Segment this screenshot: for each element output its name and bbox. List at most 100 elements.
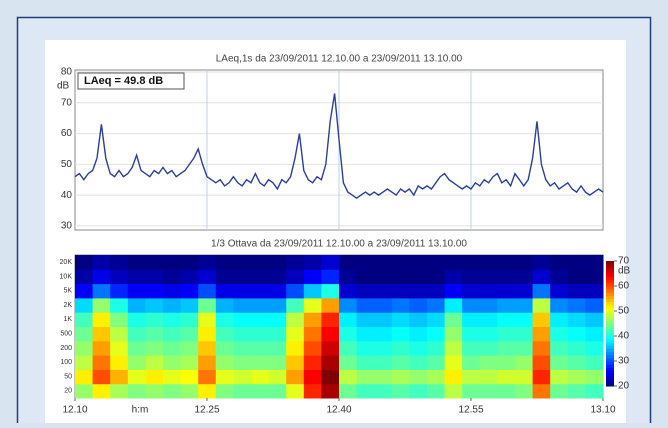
heatmap-cell [233,255,252,270]
x-tick-label: 12.55 [458,405,483,416]
heatmap-cell [198,255,217,270]
heatmap-cell [145,369,164,385]
heatmap-cell [515,312,534,327]
heatmap-cell [321,269,340,285]
heatmap-cell [585,312,604,327]
colorbar-swatch [606,339,614,343]
heatmap-cell [180,312,199,327]
heatmap-cell [567,369,586,385]
y-tick-label: 2K [63,302,72,309]
heatmap-cell [479,355,498,370]
heatmap-cell [356,369,375,385]
line-grid [74,70,604,230]
line [74,93,604,200]
y-tick-label: 100 [60,359,72,366]
heatmap-cell [409,340,428,356]
heatmap-cell [339,255,358,270]
colorbar-swatch [606,357,614,362]
heatmap-cell [462,297,481,313]
heatmap-cell [567,340,586,356]
heatmap-cell [180,255,199,270]
heatmap-cell [444,312,463,327]
heatmap-cell [163,340,182,356]
heatmap-cell [268,269,287,285]
heatmap-cell [462,340,481,356]
heatmap-cell [180,297,199,313]
heatmap-cell [127,340,146,356]
y-tick-label: 30 [61,221,73,232]
colorbar-swatch [606,329,614,334]
heatmap-cell [215,255,234,270]
heatmap-cell [251,355,270,370]
y-tick-label: 50 [61,159,73,170]
heatmap-cell [567,283,586,299]
colorbar-tick-label: 30 [618,356,630,367]
heatmap-cell [110,369,129,385]
heatmap-cell [286,355,305,370]
heatmap-cell [286,283,305,299]
heatmap-cell [515,340,534,356]
heatmap-cell [215,369,234,385]
heatmap-cell [585,297,604,313]
heatmap-cell [286,383,305,399]
colorbar-swatch [606,361,614,365]
heatmap-cell [198,283,217,299]
heatmap-cell [462,312,481,327]
heatmap-cell [427,283,446,299]
colorbar-swatch [606,373,614,378]
heatmap-cell [391,269,410,285]
colorbar-swatch [606,354,614,359]
colorbar-swatch [606,323,614,328]
heatmap-cell [110,355,129,370]
y-tick-label: 5K [63,288,72,295]
heatmap-cell [532,255,551,270]
heatmap-cell [374,340,393,356]
heatmap-cell [127,269,146,285]
heatmap-cell [409,369,428,385]
y-tick-label: 500 [60,330,72,337]
heatmap-cell [427,383,446,399]
heatmap-cell [356,326,375,342]
heatmap-cell [585,355,604,370]
heatmap-cell [497,255,516,270]
heatmap-cell [268,369,287,385]
heatmap-cell [286,255,305,270]
heatmap-cell [409,269,428,285]
heatmap-cell [251,340,270,356]
heatmap-cell [268,255,287,270]
heatmap-cell [567,355,586,370]
colorbar-tick-label: 40 [618,331,630,342]
colorbar-swatch [606,345,614,349]
heatmap-cell [462,255,481,270]
heatmap-cell [110,326,129,342]
colorbar-tick-label: 20 [618,381,630,392]
colorbar-swatch [606,282,614,287]
heatmap-cell [215,297,234,313]
heatmap-cell [427,340,446,356]
x-label: h:m [132,405,149,416]
heatmap-cell [497,369,516,385]
heatmap-cell [215,312,234,327]
colorbar-swatch [606,307,614,312]
x-tick-label: 12.40 [326,405,351,416]
colorbar-swatch [606,279,614,284]
heatmap-cell [391,383,410,399]
heatmap-cell [409,283,428,299]
heatmap-cell [427,297,446,313]
heatmap-cell [145,269,164,285]
heatmap-cell [532,340,551,356]
heatmap-cell [92,355,111,370]
heatmap-cell [268,297,287,313]
heatmap-cell [303,355,322,370]
heatmap-cell [356,255,375,270]
heatmap-cell [303,326,322,342]
heatmap-cell [339,383,358,399]
heatmap-cell [567,297,586,313]
colorbar-tick-label: 50 [618,306,630,317]
heatmap-cell [198,369,217,385]
heatmap-cell [180,283,199,299]
heatmap-cell [391,255,410,270]
heatmap-cell [110,297,129,313]
x-tick-label: 12.10 [62,405,87,416]
heatmap-cell [515,297,534,313]
